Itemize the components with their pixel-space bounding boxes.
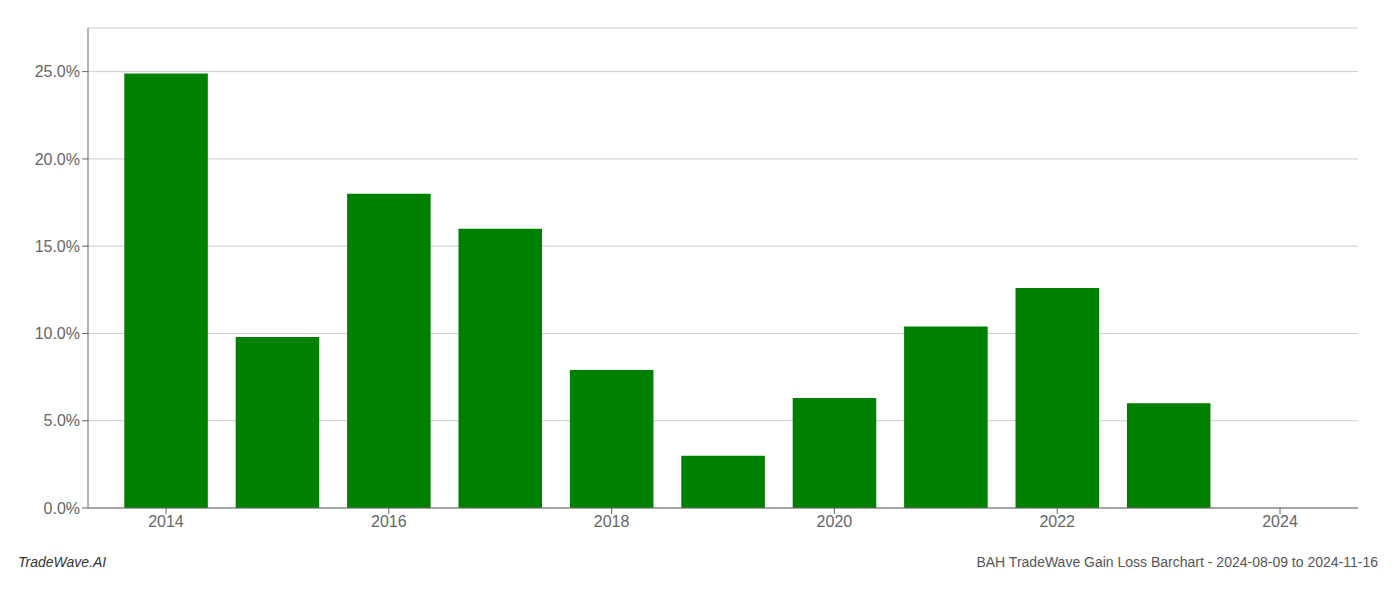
svg-text:0.0%: 0.0% xyxy=(44,500,80,517)
svg-text:5.0%: 5.0% xyxy=(44,412,80,429)
svg-text:2020: 2020 xyxy=(817,513,853,530)
html-text:BAH TradeWave Gain Loss Barcha: BAH TradeWave Gain Loss Barchart - 2024-… xyxy=(976,554,1378,570)
svg-text:10.0%: 10.0% xyxy=(35,325,80,342)
svg-text:2016: 2016 xyxy=(371,513,407,530)
svg-text:2014: 2014 xyxy=(148,513,184,530)
svg-text:25.0%: 25.0% xyxy=(35,63,80,80)
svg-text:15.0%: 15.0% xyxy=(35,238,80,255)
html-text:TradeWave.AI: TradeWave.AI xyxy=(18,554,107,570)
svg-text:20.0%: 20.0% xyxy=(35,151,80,168)
svg-text:2022: 2022 xyxy=(1039,513,1075,530)
svg-text:2018: 2018 xyxy=(594,513,630,530)
svg-text:2024: 2024 xyxy=(1262,513,1298,530)
